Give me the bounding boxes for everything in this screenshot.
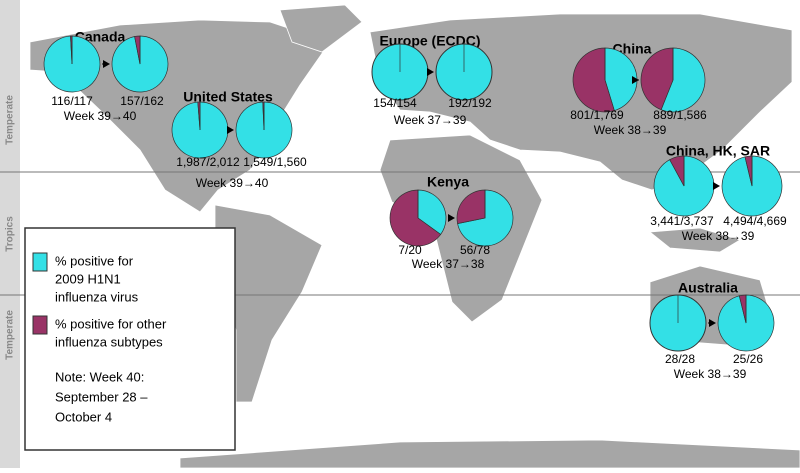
pie-h1n1: [604, 47, 638, 112]
region-title: Australia: [678, 280, 738, 296]
pie-label: 889/1,586: [653, 108, 707, 122]
legend-label: influenza virus: [55, 289, 139, 304]
pie-other: [640, 47, 674, 111]
arrow-head: [448, 214, 455, 222]
legend-label: % positive for: [55, 253, 134, 268]
arrow-head: [713, 182, 720, 190]
pie-label: 801/1,769: [570, 108, 624, 122]
band-strip: [0, 0, 20, 468]
pie-label: 4,494/4,669: [723, 214, 787, 228]
indonesia: [648, 227, 741, 253]
legend-label: influenza subtypes: [55, 334, 163, 349]
greenland: [279, 4, 363, 53]
legend-label: % positive for other: [55, 316, 167, 331]
pie-label: 157/162: [120, 94, 164, 108]
legend-swatch: [32, 315, 48, 335]
pie-label: 56/78: [460, 243, 490, 257]
pie-label: 1,549/1,560: [243, 155, 307, 169]
legend: % positive for 2009 H1N1 influenza virus % …: [32, 252, 167, 424]
pie-label: 154/154: [373, 96, 417, 110]
week-label: Week 37→38: [412, 257, 485, 271]
week-label: Week 39→40: [196, 176, 269, 190]
week-label: Week 38→39: [682, 229, 755, 243]
pie-label: 116/117: [51, 94, 93, 108]
region-title: China, HK, SAR: [666, 143, 770, 159]
pie-other: [572, 47, 615, 113]
legend-note: September 28 –: [55, 389, 148, 404]
arrow-head: [427, 68, 434, 76]
pie-h1n1: [660, 47, 706, 113]
legend-label: 2009 H1N1: [55, 271, 121, 286]
legend-box: [24, 227, 236, 451]
week-label: Week 37→39: [394, 113, 467, 127]
region-title: Kenya: [427, 174, 469, 190]
pie-label: 1,987/2,012: [176, 155, 240, 169]
arrow-head: [103, 60, 110, 68]
arrow-head: [227, 126, 234, 134]
band-label: Temperate: [5, 95, 16, 145]
pie-other: [389, 189, 442, 247]
region-title: United States: [183, 89, 273, 105]
week-label: Week 38→39: [674, 367, 747, 381]
pie-label: 192/192: [448, 96, 492, 110]
band-label: Temperate: [5, 310, 16, 360]
pie-label: 28/28: [665, 352, 695, 366]
pie-label: 3,441/3,737: [650, 214, 714, 228]
arrow-head: [709, 319, 716, 327]
legend-note: Note: Week 40:: [55, 369, 144, 384]
legend-note: October 4: [55, 409, 112, 424]
legend-swatch: [32, 252, 48, 272]
week-label: Week 38→39: [594, 123, 667, 137]
band-label: Tropics: [5, 216, 16, 252]
pie-h1n1: [417, 189, 447, 235]
pie-other: [456, 189, 486, 225]
pie-label: 7/20: [398, 243, 422, 257]
arrow-head: [632, 76, 639, 84]
week-label: Week 39→40: [64, 109, 137, 123]
pie-label: 25/26: [733, 352, 763, 366]
